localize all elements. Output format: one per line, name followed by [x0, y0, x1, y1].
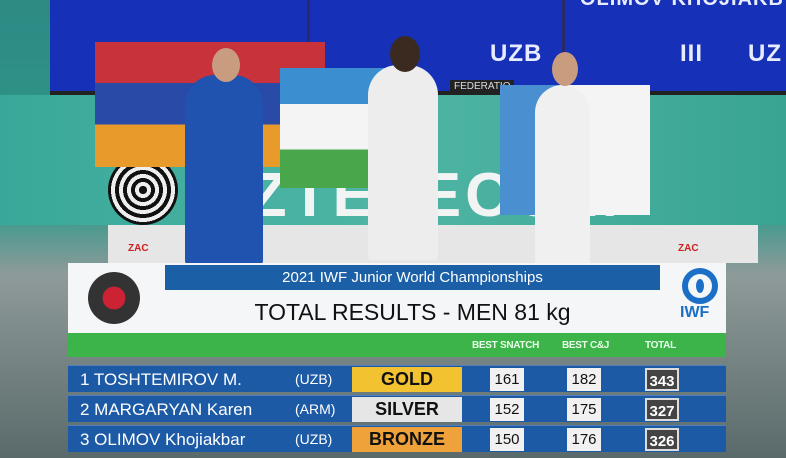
best-snatch: 161 [490, 368, 524, 391]
medal-badge: BRONZE [352, 427, 462, 452]
best-cj: 176 [567, 428, 601, 451]
athlete-country: (ARM) [295, 401, 336, 417]
total: 326 [645, 428, 679, 451]
athlete-head [552, 52, 578, 86]
best-snatch: 152 [490, 398, 524, 421]
total: 327 [645, 398, 679, 421]
podium-brand: ZAC [678, 243, 699, 254]
athlete-gold [368, 65, 438, 260]
athlete-head [390, 36, 420, 72]
medal-badge: SILVER [352, 397, 462, 422]
athlete-name: 3 OLIMOV Khojiakbar [80, 430, 246, 449]
table-row: 1 TOSHTEMIROV M. (UZB) GOLD 161 182 343 [68, 365, 726, 392]
best-snatch: 150 [490, 428, 524, 451]
federation-sign: FEDERATIO [450, 80, 515, 93]
screen-name: OLIMOV KHOJIAKB [580, 0, 784, 11]
screen-rank: III [680, 40, 704, 67]
athlete-country: (UZB) [295, 371, 333, 387]
table-row: 3 OLIMOV Khojiakbar (UZB) BRONZE 150 176… [68, 425, 726, 452]
event-title: 2021 IWF Junior World Championships [165, 265, 660, 290]
screen-divider [562, 0, 565, 95]
athlete-head [212, 48, 240, 82]
table-row: 2 MARGARYAN Karen (ARM) SILVER 152 175 3… [68, 395, 726, 422]
iwf-logo-text: IWF [680, 304, 710, 321]
results-title: TOTAL RESULTS - MEN 81 kg [254, 299, 571, 325]
athlete-name: 2 MARGARYAN Karen [80, 400, 253, 419]
col-total: TOTAL [645, 340, 676, 351]
medal-badge: GOLD [352, 367, 462, 392]
athlete-country: (UZB) [295, 431, 333, 447]
total: 343 [645, 368, 679, 391]
athlete-bronze [535, 85, 590, 265]
iwf-logo-icon [682, 268, 718, 304]
column-header-bar [68, 333, 726, 357]
best-cj: 175 [567, 398, 601, 421]
best-cj: 182 [567, 368, 601, 391]
championship-logo [88, 272, 140, 324]
athlete-name: 1 TOSHTEMIROV M. [80, 370, 242, 389]
col-best-cj: BEST C&J [562, 340, 610, 351]
athlete-silver [185, 75, 263, 265]
podium-brand: ZAC [128, 243, 149, 254]
screen-country: UZB [490, 40, 543, 67]
col-best-snatch: BEST SNATCH [472, 340, 540, 351]
screen-country: UZ [748, 40, 782, 67]
